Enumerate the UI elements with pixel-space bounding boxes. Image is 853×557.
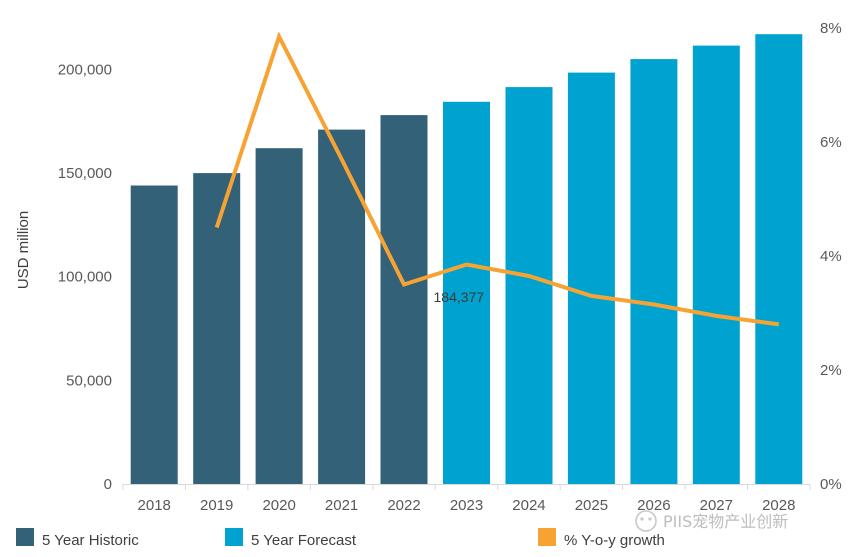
legend-label-1: 5 Year Forecast <box>251 532 357 549</box>
bar-forecast-2024 <box>505 87 553 484</box>
y2-tick-label: 8% <box>820 20 842 37</box>
x-tick-label: 2023 <box>450 497 483 514</box>
wechat-icon-eye-right <box>648 517 652 521</box>
x-tick-label: 2021 <box>325 497 358 514</box>
y-tick-label: 0 <box>104 476 112 493</box>
bar-forecast-2028 <box>755 34 803 484</box>
y-tick-label: 200,000 <box>58 62 112 79</box>
y-axis-title: USD million <box>15 211 32 289</box>
x-tick-label: 2024 <box>512 497 545 514</box>
bar-historic-2018 <box>130 185 178 484</box>
legend-swatch-1 <box>225 528 243 546</box>
x-tick-label: 2022 <box>387 497 420 514</box>
axes-group: 2018 2019 2020 2021 2022 2023 2024 2025 2026 2027… <box>58 20 842 514</box>
legend-label-0: 5 Year Historic <box>42 532 139 549</box>
bar-forecast-2026 <box>630 59 678 484</box>
bar-forecast-2025 <box>567 72 615 484</box>
legend: 5 Year Historic 5 Year Forecast % Y-o-y gr… <box>16 528 665 549</box>
x-tick-label: 2019 <box>200 497 233 514</box>
watermark-text: PIIS宠物产业创新 <box>663 512 788 531</box>
legend-swatch-2 <box>538 528 556 546</box>
legend-swatch-0 <box>16 528 34 546</box>
y-tick-label: 50,000 <box>66 372 112 389</box>
y2-tick-label: 0% <box>820 476 842 493</box>
bar-forecast-2023 <box>443 101 490 485</box>
growth-line <box>214 31 780 327</box>
y-tick-label: 100,000 <box>58 269 112 286</box>
y2-tick-label: 6% <box>820 134 842 151</box>
watermark: PIIS宠物产业创新 <box>635 510 788 532</box>
bar-historic-2022 <box>380 115 428 484</box>
x-tick-label: 2028 <box>762 497 795 514</box>
y2-tick-label: 4% <box>820 248 842 265</box>
x-tick-label: 2027 <box>700 497 733 514</box>
bar-historic-2021 <box>318 129 366 484</box>
y-tick-label: 150,000 <box>58 165 112 182</box>
bar-historic-2019 <box>193 173 241 484</box>
growth-line-group <box>214 31 780 327</box>
x-tick-label: 2026 <box>637 497 670 514</box>
x-tick-label: 2020 <box>262 497 295 514</box>
legend-label-2: % Y-o-y growth <box>564 532 665 549</box>
wechat-icon <box>635 510 657 532</box>
y2-tick-label: 2% <box>820 362 842 379</box>
x-tick-label: 2018 <box>138 497 171 514</box>
bar-historic-2020 <box>255 148 303 484</box>
x-tick-label: 2025 <box>575 497 608 514</box>
bars-group <box>130 34 803 485</box>
wechat-icon-eye-left <box>640 517 644 521</box>
value-annotation: 184,377 <box>434 289 485 305</box>
bar-forecast-2027 <box>692 45 740 484</box>
